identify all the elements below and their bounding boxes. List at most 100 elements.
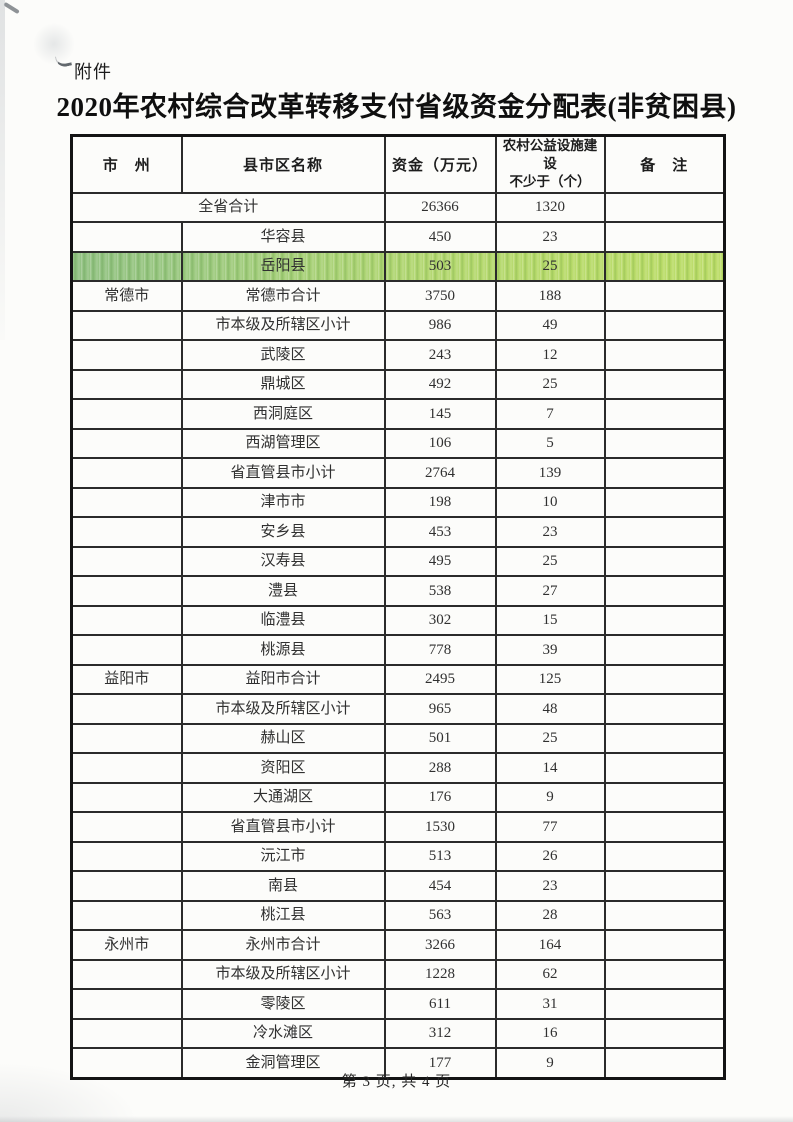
- table-row: 零陵区 611 31: [70, 988, 726, 1020]
- city-cell: [70, 988, 183, 1020]
- name-cell: 西洞庭区: [180, 398, 386, 430]
- note-cell: [603, 191, 726, 224]
- count-cell: 26: [494, 840, 606, 873]
- city-cell: [70, 693, 183, 725]
- fund-cell: 453: [383, 516, 497, 548]
- fund-cell: 611: [383, 988, 497, 1020]
- name-cell: 桃江县: [180, 899, 386, 932]
- fund-cell: 198: [383, 486, 497, 519]
- name-cell: 桃源县: [180, 634, 386, 666]
- city-cell: [70, 309, 183, 342]
- note-cell: [603, 575, 726, 607]
- count-cell: 9: [494, 1047, 606, 1080]
- name-cell: 市本级及所辖区小计: [180, 309, 386, 342]
- note-cell: [603, 722, 726, 755]
- count-cell: 31: [494, 988, 606, 1020]
- count-cell: 28: [494, 899, 606, 932]
- fund-cell: 986: [383, 309, 497, 342]
- fund-cell: 2764: [383, 457, 497, 489]
- table-row: 桃江县 563 28: [70, 899, 726, 932]
- name-cell: 常德市合计: [180, 280, 386, 312]
- count-cell: 125: [494, 663, 606, 696]
- table-row: 市本级及所辖区小计 1228 62: [70, 958, 726, 991]
- count-cell: 25: [494, 545, 606, 578]
- city-cell: [70, 221, 183, 253]
- fund-cell: 288: [383, 752, 497, 784]
- fund-cell: 503: [383, 250, 497, 283]
- fund-cell: 3266: [383, 929, 497, 961]
- scan-artifact-left-edge: [0, 0, 5, 340]
- fund-cell: 965: [383, 693, 497, 725]
- name-cell: 金洞管理区: [180, 1047, 386, 1080]
- table-row: 安乡县 453 23: [70, 516, 726, 548]
- count-cell: 188: [494, 280, 606, 312]
- note-cell: [603, 781, 726, 814]
- table-row: 华容县 450 23: [70, 221, 726, 253]
- fund-cell: 501: [383, 722, 497, 755]
- table-row: 大通湖区 176 9: [70, 781, 726, 814]
- count-cell: 164: [494, 929, 606, 961]
- fund-cell: 3750: [383, 280, 497, 312]
- name-cell: 武陵区: [180, 339, 386, 371]
- city-cell: [70, 575, 183, 607]
- note-cell: [603, 221, 726, 253]
- table-row: 沅江市 513 26: [70, 840, 726, 873]
- city-cell: [70, 427, 183, 460]
- fund-cell: 1530: [383, 811, 497, 843]
- note-cell: [603, 486, 726, 519]
- fund-cell: 778: [383, 634, 497, 666]
- city-cell: [70, 486, 183, 519]
- table-row: 金洞管理区 177 9: [70, 1047, 726, 1080]
- count-cell: 49: [494, 309, 606, 342]
- header-county-name: 县市区名称: [180, 134, 386, 194]
- note-cell: [603, 988, 726, 1020]
- fund-cell: 492: [383, 368, 497, 401]
- note-cell: [603, 752, 726, 784]
- name-cell: 岳阳县: [180, 250, 386, 283]
- header-note: 备 注: [603, 134, 726, 194]
- fund-cell: 2495: [383, 663, 497, 696]
- name-cell: 冷水滩区: [180, 1017, 386, 1050]
- note-cell: [603, 899, 726, 932]
- city-cell: [70, 899, 183, 932]
- count-cell: 62: [494, 958, 606, 991]
- name-cell: 鼎城区: [180, 368, 386, 401]
- city-cell: [70, 250, 183, 283]
- fund-cell: 106: [383, 427, 497, 460]
- fund-cell: 177: [383, 1047, 497, 1080]
- city-cell: [70, 545, 183, 578]
- city-cell: [70, 398, 183, 430]
- table-row: 桃源县 778 39: [70, 634, 726, 666]
- city-cell: [70, 457, 183, 489]
- header-city: 市 州: [70, 134, 183, 194]
- count-cell: 10: [494, 486, 606, 519]
- note-cell: [603, 545, 726, 578]
- header-fund: 资金（万元）: [383, 134, 497, 194]
- name-cell: 沅江市: [180, 840, 386, 873]
- name-cell: 省直管县市小计: [180, 811, 386, 843]
- scan-artifact-hook: [54, 53, 73, 69]
- name-cell: 永州市合计: [180, 929, 386, 961]
- count-cell: 23: [494, 221, 606, 253]
- count-cell: 48: [494, 693, 606, 725]
- table-row: 市本级及所辖区小计 965 48: [70, 693, 726, 725]
- note-cell: [603, 457, 726, 489]
- table-row: 冷水滩区 312 16: [70, 1017, 726, 1050]
- city-cell: [70, 722, 183, 755]
- count-cell: 16: [494, 1017, 606, 1050]
- city-cell: [70, 958, 183, 991]
- table-header-row: 市 州 县市区名称 资金（万元） 农村公益设施建设 不少于（个） 备 注: [70, 134, 726, 194]
- count-cell: 23: [494, 870, 606, 902]
- fund-cell: 563: [383, 899, 497, 932]
- count-cell: 23: [494, 516, 606, 548]
- count-cell: 7: [494, 398, 606, 430]
- page-title: 2020年农村综合改革转移支付省级资金分配表(非贫困县): [56, 92, 737, 122]
- city-cell: 常德市: [70, 280, 183, 312]
- table-row: 资阳区 288 14: [70, 752, 726, 784]
- name-cell: 津市市: [180, 486, 386, 519]
- city-cell: [70, 339, 183, 371]
- table-row: 省直管县市小计 2764 139: [70, 457, 726, 489]
- count-cell: 25: [494, 250, 606, 283]
- fund-cell: 302: [383, 604, 497, 637]
- fund-cell: 243: [383, 339, 497, 371]
